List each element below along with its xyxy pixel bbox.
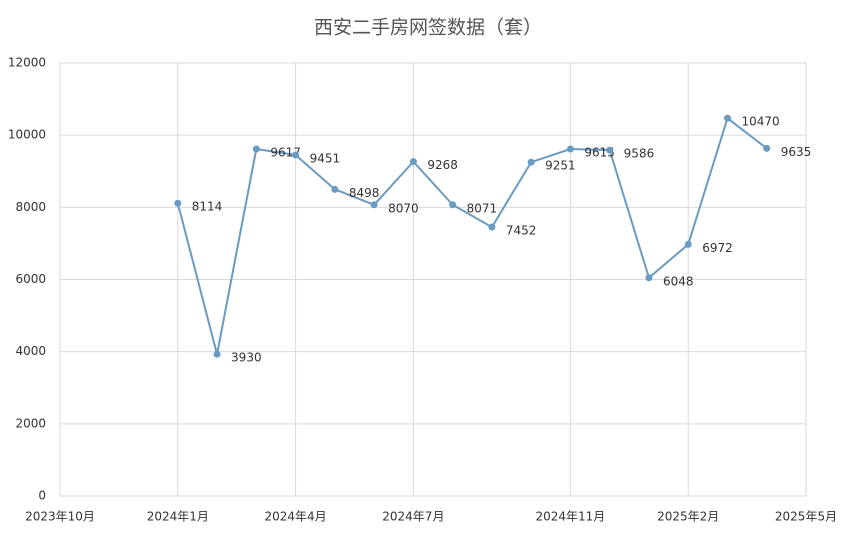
data-point	[723, 114, 731, 122]
y-tick-label: 8000	[15, 200, 46, 214]
data-point	[566, 145, 574, 153]
data-point	[370, 201, 378, 209]
y-tick-label: 12000	[8, 56, 46, 70]
data-point	[527, 158, 535, 166]
data-point	[488, 223, 496, 231]
data-label: 9451	[310, 151, 341, 165]
x-tick-label: 2025年5月	[775, 510, 837, 524]
data-point	[292, 151, 300, 159]
chart-title: 西安二手房网签数据（套）	[314, 17, 542, 39]
data-point	[645, 274, 653, 282]
data-point	[174, 199, 182, 207]
data-point	[763, 144, 771, 152]
x-tick-label: 2024年7月	[382, 510, 444, 524]
data-point	[331, 185, 339, 193]
y-tick-label: 6000	[15, 272, 46, 286]
data-label: 7452	[506, 224, 537, 238]
y-tick-label: 2000	[15, 416, 46, 430]
x-tick-label: 2024年4月	[264, 510, 326, 524]
data-label: 10470	[741, 115, 779, 129]
data-label: 6972	[702, 241, 733, 255]
data-label: 9268	[427, 158, 458, 172]
data-label: 8114	[192, 200, 223, 214]
data-label: 8071	[467, 201, 498, 215]
data-label: 9586	[624, 147, 655, 161]
y-tick-label: 10000	[8, 128, 46, 142]
x-tick-label: 2025年2月	[657, 510, 719, 524]
data-label: 3930	[231, 351, 262, 365]
data-point	[449, 201, 457, 209]
data-point	[606, 146, 614, 154]
x-tick-label: 2023年10月	[25, 510, 95, 524]
data-label: 9635	[781, 145, 812, 159]
data-point	[684, 240, 692, 248]
y-tick-label: 4000	[15, 344, 46, 358]
data-point	[409, 158, 417, 166]
data-label: 8498	[349, 186, 380, 200]
y-tick-label: 0	[38, 489, 46, 503]
data-label: 8070	[388, 201, 419, 215]
series-line	[176, 116, 768, 355]
data-label: 6048	[663, 274, 694, 288]
data-point	[252, 145, 260, 153]
data-point	[213, 350, 221, 358]
x-tick-label: 2024年1月	[147, 510, 209, 524]
data-label: 9251	[545, 159, 576, 173]
x-tick-label: 2024年11月	[536, 510, 606, 524]
